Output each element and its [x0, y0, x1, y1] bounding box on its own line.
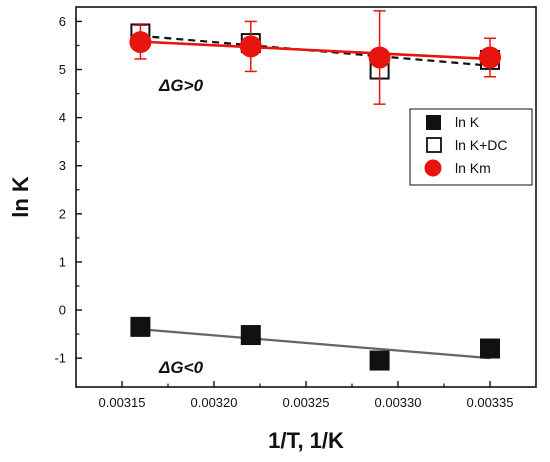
fit-line-series-2: [140, 40, 491, 61]
y-tick-label: 5: [59, 62, 66, 77]
y-tick-label: 1: [59, 254, 66, 269]
data-point: [480, 338, 500, 359]
y-tick-label: -1: [54, 351, 66, 366]
data-point: [479, 46, 501, 69]
legend-marker-ln-k-dc: [426, 137, 442, 153]
x-tick-label: 0.00315: [99, 395, 146, 410]
y-tick-label: 0: [59, 303, 66, 318]
legend-label-ln-k: ln K: [455, 114, 480, 130]
data-point: [129, 31, 152, 54]
data-point: [369, 350, 390, 371]
legend: ln K ln K+DC ln Km: [409, 108, 533, 186]
legend-marker-ln-km: [424, 159, 442, 177]
y-tick-label: 4: [59, 110, 66, 125]
fit-line-series-0: [140, 328, 491, 360]
annotation-positive: ΔG>0: [158, 76, 204, 95]
x-tick-label: 0.00320: [191, 395, 238, 410]
x-tick-label: 0.00330: [375, 395, 422, 410]
x-axis-title: 1/T, 1/K: [268, 428, 344, 453]
legend-marker-ln-k: [426, 115, 441, 130]
data-point: [130, 316, 151, 337]
legend-label-ln-k-dc: ln K+DC: [455, 137, 508, 153]
fit-line-series-1: [140, 34, 491, 67]
annotation-negative: ΔG<0: [158, 358, 204, 377]
data-point: [240, 325, 261, 346]
y-tick-label: 2: [59, 206, 66, 221]
data-point: [239, 35, 262, 58]
x-tick-label: 0.00325: [283, 395, 330, 410]
data-points: [129, 10, 501, 371]
data-point: [368, 46, 391, 69]
y-axis-title: ln K: [8, 176, 33, 218]
fit-lines: [140, 34, 491, 360]
axis-ticks: 0.00315 0.00320 0.00325 0.00330 0.00335 -1 0 1 2…: [54, 14, 513, 410]
y-tick-label: 6: [59, 14, 66, 29]
x-tick-label: 0.00335: [467, 395, 514, 410]
y-tick-label: 3: [59, 158, 66, 173]
legend-label-ln-km: ln Km: [455, 160, 491, 176]
